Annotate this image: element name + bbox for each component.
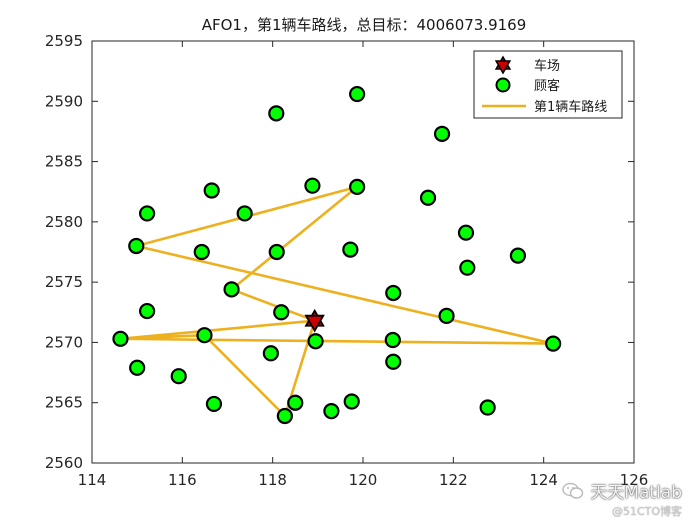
customer-point bbox=[385, 284, 402, 302]
customer-point bbox=[236, 205, 253, 222]
y-tick-label: 2565 bbox=[45, 394, 83, 412]
customer-point bbox=[545, 335, 562, 352]
x-tick-label: 124 bbox=[529, 471, 558, 489]
legend-depot-marker bbox=[494, 60, 512, 75]
route-layer bbox=[119, 185, 555, 418]
legend-label: 顾客 bbox=[534, 78, 560, 94]
y-tick-label: 2560 bbox=[45, 454, 83, 472]
customer-point bbox=[128, 237, 145, 255]
customer-point bbox=[433, 125, 451, 142]
x-tick-label: 116 bbox=[168, 471, 197, 489]
customer-point bbox=[287, 394, 304, 411]
customer-point bbox=[438, 307, 455, 325]
customer-point bbox=[112, 330, 129, 347]
customer-point bbox=[384, 331, 401, 349]
watermark: 天天Matlab @51CTO博客 bbox=[562, 478, 682, 519]
customer-point bbox=[509, 247, 527, 264]
watermark-name: 天天Matlab bbox=[590, 483, 682, 503]
customer-point bbox=[419, 189, 437, 206]
customer-point bbox=[479, 399, 496, 416]
customer-point bbox=[170, 368, 187, 385]
customer-point bbox=[457, 224, 475, 241]
route-line bbox=[119, 185, 555, 418]
customer-point bbox=[459, 259, 476, 276]
x-tick-label: 122 bbox=[439, 471, 468, 489]
customer-point bbox=[304, 177, 321, 194]
x-tick-label: 120 bbox=[349, 471, 378, 489]
y-tick-label: 2575 bbox=[45, 273, 83, 291]
customer-point bbox=[323, 403, 340, 420]
customer-point bbox=[268, 243, 285, 261]
customer-point bbox=[343, 393, 360, 410]
wechat-icon bbox=[562, 482, 584, 499]
customer-point bbox=[196, 327, 213, 344]
customer-point bbox=[307, 333, 324, 350]
y-tick-label: 2595 bbox=[45, 32, 83, 50]
y-tick-label: 2590 bbox=[45, 92, 83, 110]
chart-title: AFO1，第1辆车路线，总目标：4006073.9169 bbox=[202, 16, 527, 34]
y-tick-label: 2580 bbox=[45, 213, 83, 231]
legend-label: 车场 bbox=[534, 58, 560, 74]
x-tick-label: 126 bbox=[620, 471, 649, 489]
customer-point bbox=[139, 205, 156, 222]
legend-customer-marker bbox=[495, 77, 511, 93]
customer-point bbox=[268, 105, 285, 122]
x-tick-label: 114 bbox=[78, 471, 107, 489]
axes: 114 116 118 120 122 124 126 2560 2565 2570 2575 258… bbox=[45, 32, 649, 489]
customer-point bbox=[342, 241, 359, 258]
customer-point bbox=[129, 359, 146, 376]
customer-point bbox=[273, 304, 290, 321]
customer-point bbox=[385, 353, 402, 370]
customer-point bbox=[203, 182, 220, 199]
watermark-source: @51CTO博客 bbox=[611, 505, 682, 518]
legend-label: 第1辆车路线 bbox=[534, 99, 607, 115]
customer-point bbox=[193, 243, 210, 261]
x-tick-label: 118 bbox=[258, 471, 287, 489]
customer-point bbox=[139, 302, 156, 320]
customer-point bbox=[223, 281, 240, 298]
depot-point bbox=[304, 314, 325, 333]
customer-point bbox=[205, 395, 223, 413]
customer-point bbox=[349, 85, 366, 103]
customer-point bbox=[349, 178, 366, 195]
y-tick-label: 2585 bbox=[45, 153, 83, 171]
customer-point bbox=[262, 345, 279, 362]
points-layer bbox=[112, 85, 562, 425]
y-tick-label: 2570 bbox=[45, 333, 83, 351]
customer-point bbox=[276, 407, 293, 425]
